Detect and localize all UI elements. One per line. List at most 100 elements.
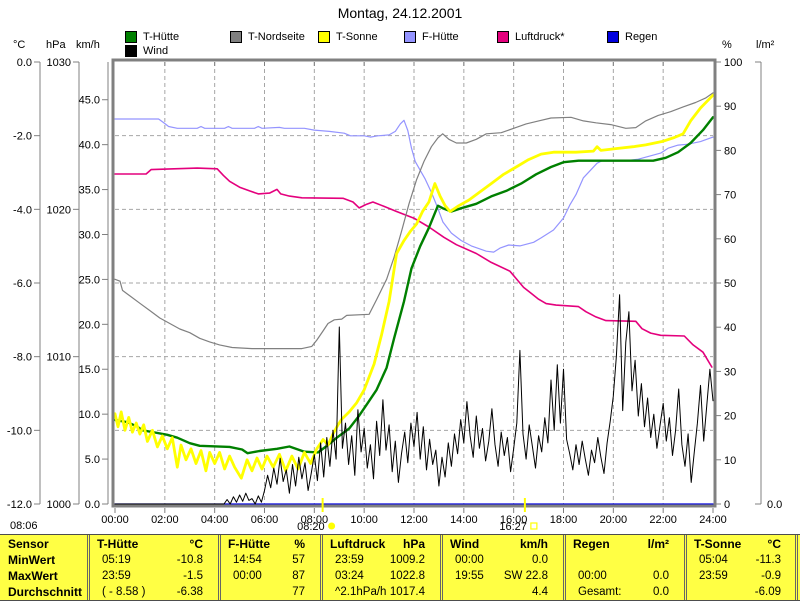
axis-tick-label: 0.0 (767, 499, 782, 511)
table-cell-value: 1017.4 (389, 586, 425, 598)
legend-label: Wind (143, 45, 169, 57)
table-cell-value: -10.8 (176, 554, 203, 566)
axis-tick-label: 1000 (47, 499, 71, 511)
table-separator (563, 535, 566, 600)
axis-tick-label: 45.0 (79, 95, 100, 107)
axis-tick-label: 0.0 (85, 499, 100, 511)
series-line-T-Nordseite (114, 92, 714, 350)
table-cell-time: 14:54 (233, 554, 262, 566)
legend-item-Luftdruck*: Luftdruck* (497, 31, 565, 43)
table-col-unit: km/h (519, 537, 548, 551)
axis-unit-pct: % (722, 39, 732, 51)
x-axis-tick-label: 12:00 (400, 514, 428, 526)
x-axis-tick-label: 16:00 (500, 514, 528, 526)
table-cell-value: 0.0 (653, 570, 669, 582)
table-cell-value: 87 (292, 570, 305, 582)
legend-item-F-Hütte: F-Hütte (404, 31, 459, 43)
axis-tick-label: 35.0 (79, 185, 100, 197)
axis-tick-label: 1010 (47, 352, 71, 364)
series-line-T-Sonne (113, 93, 715, 480)
axis-tick-label: 60 (724, 234, 736, 246)
sunset-time-label: 16:27 (499, 521, 527, 533)
axis-tick-label: -6.0 (13, 278, 32, 290)
table-separator (87, 535, 90, 600)
axis-unit-kmh: km/h (76, 39, 100, 51)
table-cell-time: 00:00 (455, 554, 484, 566)
table-group-F-Hütte: F-Hütte% 14:54 57 00:00 87 77 (225, 536, 305, 600)
axis-unit-lm2: l/m² (756, 39, 775, 51)
series-line-Luftdruck* (114, 167, 713, 368)
axis-tick-label: 40 (724, 322, 736, 334)
axis-tick-label: -8.0 (13, 352, 32, 364)
x-axis-tick-label: 20:00 (600, 514, 628, 526)
table-cell-time: 05:19 (102, 554, 131, 566)
table-cell-value: -1.5 (183, 570, 203, 582)
table-cell-time: 00:00 (578, 570, 607, 582)
corner-time-label: 08:06 (10, 520, 38, 532)
axis-tick-label: 10 (724, 455, 736, 467)
axis-tick-label: 90 (724, 101, 736, 113)
table-header-sensor: Sensor (8, 537, 49, 551)
table-cell-value: 0.0 (532, 554, 548, 566)
axis-tick-label: 40.0 (79, 140, 100, 152)
table-col-header: Wind (450, 537, 480, 551)
table-cell-time: Gesamt: (578, 586, 622, 598)
axis-tick-label: 80 (724, 145, 736, 157)
table-cell-value: -6.38 (176, 586, 203, 598)
legend-label: Luftdruck* (515, 31, 565, 43)
axis-tick-label: -12.0 (7, 499, 32, 511)
axis-tick-label: 5.0 (85, 454, 100, 466)
axis-tick-label: 0.0 (17, 57, 32, 69)
table-cell-value: SW 22.8 (503, 570, 548, 582)
axis-unit-hpa: hPa (46, 39, 66, 51)
table-group-Wind: Wind km/h 00:00 0.0 19:55 SW 22.8 4.4 (447, 536, 548, 600)
table-cell-time: ^2.1hPa/h (335, 586, 387, 598)
axis-tick-label: 30 (724, 366, 736, 378)
legend-swatch-icon (125, 31, 137, 43)
table-separator (440, 535, 443, 600)
table-cell-value: 57 (292, 554, 305, 566)
axis-tick-label: 30.0 (79, 229, 100, 241)
table-separator (684, 535, 687, 600)
axis-tick-label: 10.0 (79, 409, 100, 421)
table-row-label: MaxWert (8, 569, 58, 583)
weather-chart: 0.0-2.0-4.0-6.0-8.0-10.0-12.010301020101… (7, 57, 782, 533)
axis-tick-label: -10.0 (7, 425, 32, 437)
table-col-unit: % (294, 537, 305, 551)
table-separator (218, 535, 221, 600)
series-line-T-Hütte (113, 116, 715, 455)
table-cell-value: 0.0 (653, 586, 669, 598)
axis-tick-label: 0 (724, 499, 730, 511)
table-separator (320, 535, 323, 600)
x-axis-tick-label: 02:00 (151, 514, 179, 526)
legend-item-T-Sonne: T-Sonne (318, 31, 378, 43)
x-axis-tick-label: 14:00 (450, 514, 478, 526)
table-label-column: Sensor MinWert MaxWert Durchschnitt (8, 536, 84, 600)
table-cell-time: 03:24 (335, 570, 364, 582)
table-cell-value: 4.4 (532, 586, 548, 598)
sunset-icon (530, 522, 538, 530)
table-cell-value: 1022.8 (389, 570, 425, 582)
legend-swatch-icon (404, 31, 416, 43)
axis-tick-label: 70 (724, 190, 736, 202)
series-line-F-Hütte (114, 118, 714, 253)
table-cell-time: 23:59 (335, 554, 364, 566)
axis-tick-label: -4.0 (13, 204, 32, 216)
table-cell-time: 00:00 (233, 570, 262, 582)
sunrise-icon (328, 522, 336, 530)
legend-label: T-Sonne (336, 31, 378, 43)
table-col-unit: °C (189, 537, 203, 551)
summary-table: Sensor MinWert MaxWert Durchschnitt T-Hütte °… (0, 534, 800, 601)
legend-label: T-Nordseite (248, 31, 305, 43)
x-axis-tick-label: 22:00 (649, 514, 677, 526)
table-cell-value: -6.09 (754, 586, 781, 598)
table-cell-time: 19:55 (455, 570, 484, 582)
table-col-unit: l/m² (647, 537, 669, 551)
axis-tick-label: 50 (724, 278, 736, 290)
axis-tick-label: -2.0 (13, 131, 32, 143)
x-axis-tick-label: 08:00 (301, 514, 329, 526)
table-cell-value: -11.3 (755, 554, 781, 566)
legend-label: Regen (625, 31, 658, 43)
legend-label: T-Hütte (143, 31, 180, 43)
page-title: Montag, 24.12.2001 (337, 5, 463, 21)
